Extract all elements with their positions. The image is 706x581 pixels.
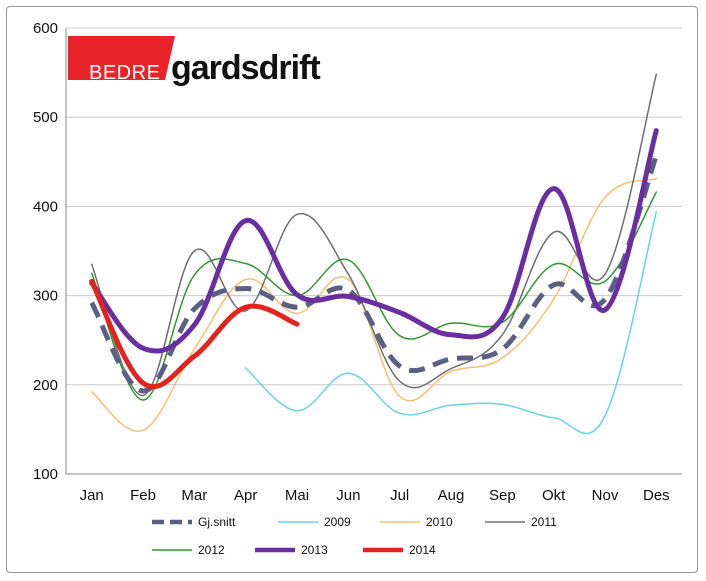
legend-label-2014: 2014 [409, 543, 436, 557]
grid-lines [65, 27, 682, 475]
x-tick-label: Mai [285, 487, 309, 504]
x-tick-label: Apr [234, 487, 257, 504]
y-axis-ticks: 100 200 300 400 500 600 [33, 20, 58, 483]
chart-frame [6, 6, 698, 573]
x-tick-label: Nov [592, 487, 619, 504]
x-tick-label: Okt [542, 487, 566, 504]
y-tick-label: 400 [33, 198, 58, 215]
x-tick-label: Sep [489, 487, 516, 504]
x-tick-label: Des [643, 487, 670, 504]
legend-label-2013: 2013 [301, 543, 328, 557]
legend-label-2010: 2010 [426, 515, 453, 529]
series-line-2011 [90, 73, 658, 397]
logo-gardsdrift-text: gardsdrift [171, 49, 320, 87]
y-tick-label: 500 [33, 109, 58, 126]
y-tick-label: 300 [33, 288, 58, 305]
y-tick-label: 600 [33, 20, 58, 37]
y-tick-label: 200 [33, 377, 58, 394]
x-tick-label: Aug [438, 487, 465, 504]
series-lines [89, 73, 659, 435]
x-tick-label: Jun [336, 487, 360, 504]
x-tick-label: Feb [130, 487, 156, 504]
x-axis-ticks: Jan Feb Mar Apr Mai Jun Jul Aug Sep Okt Nov Des [80, 487, 670, 504]
legend-label-2011: 2011 [531, 515, 557, 529]
logo-red-banner [68, 36, 175, 80]
legend-label-2012: 2012 [198, 543, 225, 557]
logo-bedre-text: BEDRE [89, 62, 160, 84]
x-tick-label: Mar [181, 487, 207, 504]
legend-label-2009: 2009 [324, 515, 351, 529]
series-line-2009 [244, 211, 658, 435]
x-tick-label: Jul [390, 487, 409, 504]
logo: BEDRE gardsdrift [68, 36, 321, 87]
series-line-gj-snitt [89, 154, 659, 394]
series-line-2014 [89, 278, 300, 390]
x-tick-label: Jan [80, 487, 104, 504]
legend-label-gj-snitt: Gj.snitt [198, 515, 236, 529]
y-tick-label: 100 [33, 466, 58, 483]
legend: Gj.snitt 2009 2010 2011 2012 2013 2014 [152, 515, 557, 557]
series-line-2013 [89, 128, 659, 354]
